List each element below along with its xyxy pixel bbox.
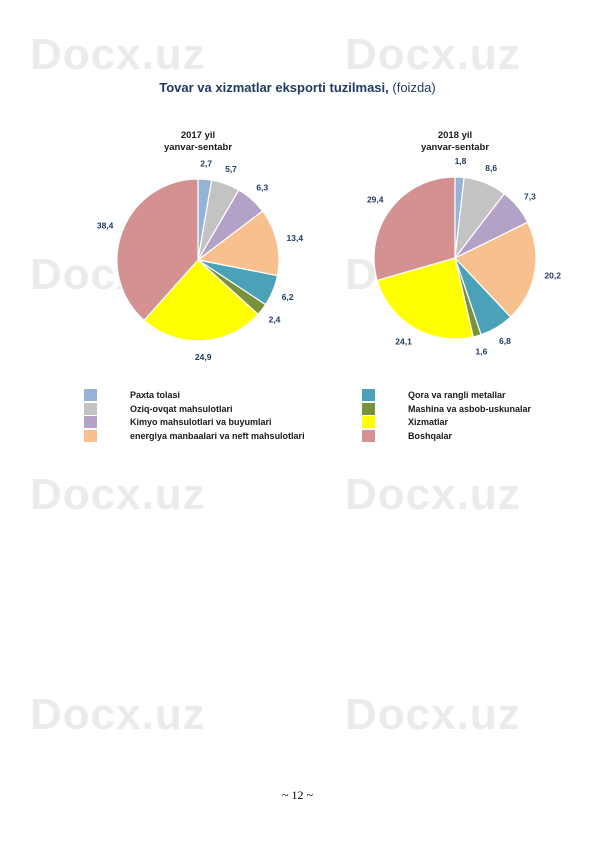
pie-data-label: 6,8 xyxy=(499,336,511,346)
legend-swatch xyxy=(84,402,97,415)
pie-data-label: 6,3 xyxy=(256,182,268,192)
pie-title-line: 2017 yil xyxy=(181,130,215,141)
watermark: Docx.uz xyxy=(345,30,521,79)
pie-data-label: 2,4 xyxy=(269,315,281,325)
watermark: Docx.uz xyxy=(345,470,521,519)
pie-slice xyxy=(454,221,537,318)
legend-label: Kimyo mahsulotlari va buyumlari xyxy=(130,417,272,427)
legend-label: Oziq-ovqat mahsulotlari xyxy=(130,403,233,414)
pie-data-label: 5,7 xyxy=(225,164,237,174)
pie-data-label: 20,2 xyxy=(544,270,561,280)
chart-title-bold: Tovar va xizmatlar eksporti tuzilmasi, xyxy=(159,80,389,95)
watermark: Docx.uz xyxy=(30,30,206,79)
pie-data-label: 1,8 xyxy=(455,156,467,166)
pie-data-label: 24,9 xyxy=(195,352,212,362)
legend-label: energiya manbaalari va neft mahsulotlari xyxy=(130,430,305,441)
legend-label: Qora va rangli metallar xyxy=(408,390,506,400)
pie-data-label: 1,6 xyxy=(476,346,488,356)
pie-title-line: yanvar-sentabr xyxy=(164,142,232,153)
pie-data-label: 7,3 xyxy=(524,192,536,202)
legend-label: Boshqalar xyxy=(408,430,453,441)
pie-title-line: yanvar-sentabr xyxy=(421,142,489,153)
pie-slice xyxy=(376,257,474,340)
legend-swatch xyxy=(362,402,375,415)
pie-slice xyxy=(143,259,259,342)
pie-data-label: 38,4 xyxy=(97,220,114,230)
chart-title-unit: (foizda) xyxy=(392,80,436,95)
pie-data-label: 8,6 xyxy=(485,163,497,173)
legend-swatch xyxy=(362,416,375,428)
watermark: Docx.uz xyxy=(345,690,521,739)
pie-data-label: 29,4 xyxy=(367,195,384,205)
watermark: Docx.uz xyxy=(30,690,206,739)
legend-swatch xyxy=(362,389,375,401)
legend-label: Xizmatlar xyxy=(408,417,449,427)
watermark: Docx.uz xyxy=(30,470,206,519)
legend-label: Paxta tolasi xyxy=(130,390,181,400)
legend-swatch xyxy=(84,416,97,428)
legend-swatch xyxy=(362,429,375,442)
pie-title-line: 2018 yil xyxy=(438,130,472,141)
pie-data-label: 13,4 xyxy=(287,233,304,243)
legend-swatch xyxy=(84,429,97,442)
pie-data-label: 6,2 xyxy=(282,292,294,302)
page-number: ~ 12 ~ xyxy=(282,788,313,802)
pie-slice xyxy=(373,176,456,282)
legend-swatch xyxy=(84,389,97,401)
pie-data-label: 24,1 xyxy=(395,337,412,347)
pie-slice xyxy=(116,178,199,322)
chart-title: Tovar va xizmatlar eksporti tuzilmasi, (… xyxy=(0,80,595,95)
pie-data-label: 2,7 xyxy=(200,158,212,168)
pie-slice xyxy=(196,210,280,277)
legend-label: Mashina va asbob-uskunalar xyxy=(408,403,532,414)
